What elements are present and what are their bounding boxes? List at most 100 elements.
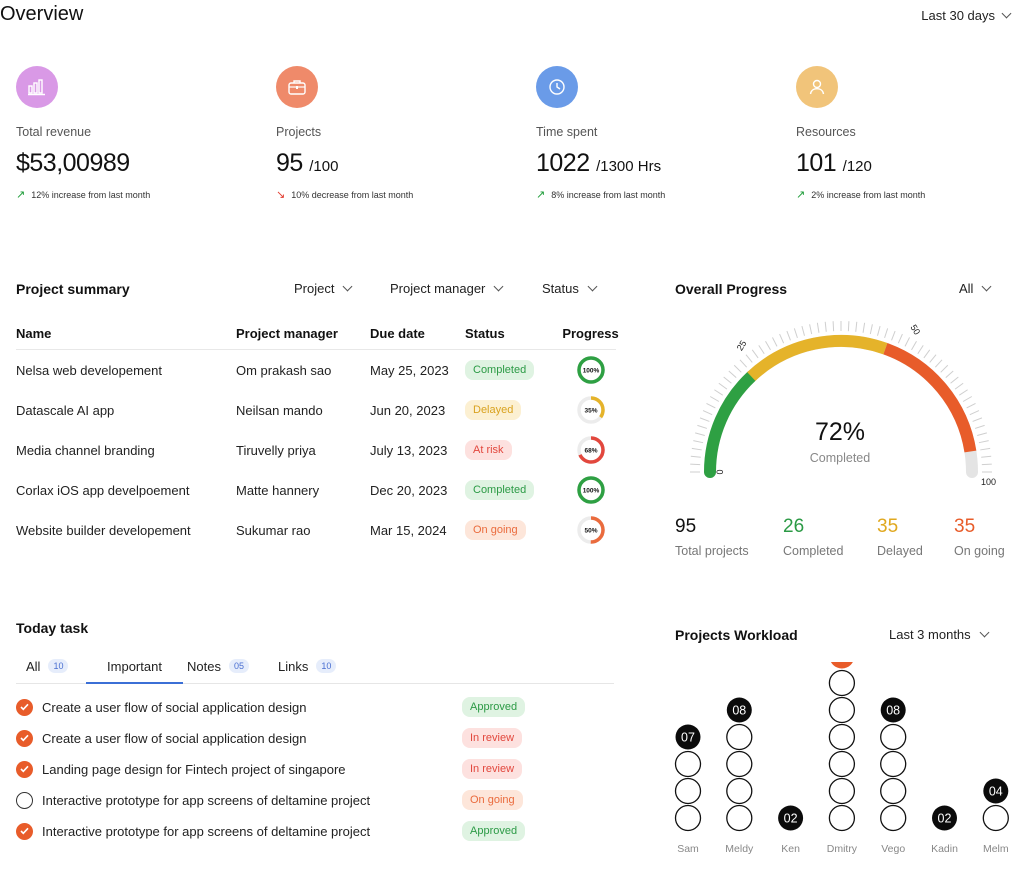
overall-progress-title: Overall Progress (675, 281, 788, 297)
workload-empty-dot (828, 750, 856, 778)
task-text: Interactive prototype for app screens of… (42, 792, 371, 808)
column-header-status: Status (465, 326, 505, 341)
gauge-tick-mark (929, 354, 937, 363)
tab-all[interactable]: All 10 (26, 650, 69, 684)
check-circle-icon[interactable] (16, 760, 33, 778)
workload-empty-dot (674, 777, 702, 805)
date-range-dropdown[interactable]: Last 30 days (921, 8, 1012, 23)
tab-notes[interactable]: Notes 05 (187, 650, 249, 684)
task-item[interactable]: Landing page design for Fintech project … (16, 757, 536, 781)
gauge-tick-mark (824, 321, 827, 332)
workload-count-dot (932, 805, 957, 831)
project-manager: Matte hannery (236, 482, 320, 498)
gauge-tick-mark (832, 321, 835, 332)
gauge-arc-completed (704, 370, 758, 478)
tab-count: 10 (316, 659, 337, 673)
stat-delayed: 35 Delayed (877, 516, 923, 558)
project-filter-dropdown[interactable]: Project (294, 281, 353, 296)
gauge-tick-mark (809, 324, 813, 335)
filter-label: All (959, 281, 974, 296)
gauge-tick-mark (950, 376, 959, 384)
gauge-tick-0: 0 (715, 469, 725, 474)
stat-label: Time spent (536, 125, 598, 139)
gauge-tick-mark (945, 370, 954, 379)
projects-workload-title: Projects Workload (675, 627, 798, 643)
gauge-tick-mark (786, 330, 791, 341)
progress-ring: 50% (576, 516, 605, 544)
stat-unit: /1300 Hrs (596, 158, 662, 175)
project-name: Nelsa web developement (16, 362, 162, 378)
tab-label: Links (278, 659, 309, 674)
project-manager-filter-dropdown[interactable]: Project manager (390, 281, 504, 296)
gauge-tick-mark (877, 326, 881, 336)
project-name: Corlax iOS app develpoement (16, 482, 190, 498)
stat-number: 1022 (536, 149, 590, 177)
table-row[interactable]: Datascale AI app Neilsan mando Jun 20, 202… (16, 390, 616, 430)
check-circle-icon[interactable] (16, 698, 33, 716)
trend-text: 12% increase from last month (31, 189, 151, 200)
task-text: Interactive prototype for app screens of… (42, 823, 371, 839)
check-circle-icon[interactable] (16, 822, 33, 840)
gauge-tick-mark (709, 396, 720, 402)
progress-gauge: 0 25 50 100 (690, 321, 996, 487)
task-item[interactable]: Interactive prototype for app screens of… (16, 819, 536, 843)
task-item[interactable]: Create a user flow of social application… (16, 695, 536, 719)
check-circle-icon[interactable] (16, 729, 33, 747)
progress-label: 100% (582, 488, 599, 495)
tab-important[interactable]: Important (86, 650, 183, 684)
gauge-tick-mark (980, 447, 991, 451)
due-date: Jun 20, 2023 (370, 402, 446, 418)
workload-count-label: 02 (938, 812, 952, 826)
gauge-tick-mark (981, 463, 992, 466)
workload-count-dot (675, 724, 701, 750)
progress-ring: 68% (576, 436, 605, 464)
tab-count: 05 (228, 659, 249, 673)
stat-value: 35 (954, 516, 976, 537)
empty-circle-icon[interactable] (16, 791, 33, 809)
task-text: Create a user flow of social application… (42, 730, 307, 746)
table-row[interactable]: Media channel branding Tiruvelly priya Jul… (16, 430, 616, 470)
tab-count: 10 (48, 659, 69, 673)
gauge-tick-mark (714, 389, 724, 396)
gauge-tick-mark (969, 410, 980, 416)
status-cell: Completed (465, 360, 565, 380)
stat-trend: ↗ 2% increase from last month (796, 188, 1024, 201)
clock-icon (536, 66, 578, 108)
workload-chart: 07 Sam 08 Meldy 02 Ken 10 Dmitry 08 Vego 02 Kadin 04… (674, 662, 1009, 855)
task-status-badge: Approved (462, 821, 526, 841)
gauge-tick-mark (765, 340, 771, 351)
task-item[interactable]: Interactive prototype for app screens of… (16, 788, 536, 812)
progress-cell: 50% (565, 514, 616, 546)
table-row[interactable]: Corlax iOS app develpoement Matte hannery… (16, 470, 616, 510)
gauge-tick-mark (793, 328, 798, 339)
workload-person-name: Melm (983, 843, 1009, 855)
table-row[interactable]: Website builder developement Sukumar rao M… (16, 510, 616, 550)
tab-links[interactable]: Links 10 (278, 650, 337, 684)
workload-person-name: Ken (781, 843, 800, 855)
status-filter-dropdown[interactable]: Status (542, 281, 598, 296)
gauge-tick-mark (816, 322, 820, 333)
trend-text: 2% increase from last month (811, 189, 926, 200)
gauge-tick-mark (847, 321, 850, 332)
project-manager: Neilsan mando (236, 402, 323, 418)
progress-cell: 68% (565, 434, 616, 466)
task-text: Create a user flow of social application… (42, 699, 307, 715)
briefcase-icon (276, 66, 318, 108)
date-range-label: Last 30 days (921, 8, 995, 23)
progress-filter-dropdown[interactable]: All (959, 281, 992, 296)
stat-value: 95 (675, 516, 697, 537)
table-row[interactable]: Nelsa web developement Om prakash sao May … (16, 350, 616, 390)
workload-range-dropdown[interactable]: Last 3 months (889, 627, 990, 642)
gauge-tick-mark (772, 337, 778, 347)
gauge-tick-50: 50 (908, 323, 922, 337)
gauge-tick-mark (978, 440, 989, 444)
gauge-sublabel: Completed (809, 451, 871, 465)
gauge-tick-mark (897, 333, 903, 344)
gauge-tick-mark (706, 403, 716, 409)
trend-text: 8% increase from last month (551, 189, 666, 200)
gauge-tick-mark (891, 330, 896, 341)
task-item[interactable]: Create a user flow of social application… (16, 726, 536, 750)
stat-trend: ↗ 12% increase from last month (16, 188, 246, 201)
stat-unit: /100 (309, 158, 339, 175)
stat-number: 95 (276, 149, 303, 177)
